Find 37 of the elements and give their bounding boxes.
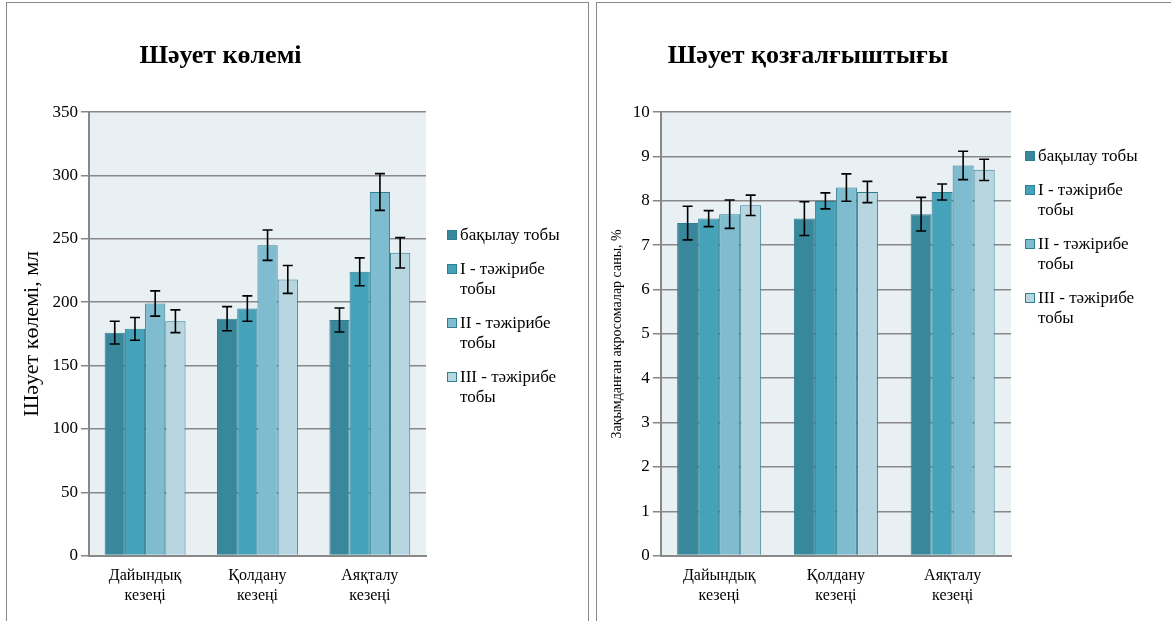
x-tick-label: Қолдану кезеңі [806, 566, 866, 604]
y-tick-label: 0 [69, 545, 78, 565]
y-tick-label: 6 [641, 279, 650, 299]
y-tick-label: 5 [641, 323, 650, 343]
x-tick-label: Дайындық кезеңі [682, 566, 756, 604]
x-tick-label: Қолдану кезеңі [228, 566, 287, 604]
chart-title: Шәует көлемі [139, 40, 302, 70]
legend-label: II - тәжірибе тобы [1038, 234, 1130, 274]
x-tick-label: Аяқталу кезеңі [924, 566, 982, 604]
legend-label: I - тәжірибе тобы [1038, 180, 1124, 220]
legend-label: бақылау тобы [1038, 146, 1138, 166]
y-axis-title: Зақымданған акросомалар саны, % [609, 228, 625, 439]
y-tick-label: 0 [641, 545, 650, 565]
y-tick-label: 3 [641, 412, 650, 432]
legend-label: III - тәжірибе тобы [1038, 288, 1136, 328]
y-tick-label: 100 [52, 418, 78, 438]
legend-label: I - тәжірибе тобы [460, 259, 546, 299]
y-tick-label: 10 [632, 101, 650, 121]
y-tick-label: 2 [641, 456, 650, 476]
y-tick-label: 350 [52, 101, 78, 121]
x-tick-label: Дайындық кезеңі [108, 566, 182, 604]
y-tick-label: 300 [52, 165, 78, 185]
y-tick-label: 4 [641, 367, 651, 387]
x-tick-label: Аяқталу кезеңі [341, 566, 399, 604]
y-tick-label: 8 [641, 190, 650, 210]
y-tick-label: 7 [641, 234, 651, 254]
legend-label: бақылау тобы [460, 225, 560, 245]
y-tick-label: 1 [641, 500, 650, 520]
y-tick-label: 200 [52, 291, 78, 311]
y-tick-label: 9 [641, 146, 650, 166]
y-tick-label: 250 [52, 228, 78, 248]
chart-title: Шәует қозғалғыштығы [667, 40, 949, 70]
legend-label: III - тәжірибе тобы [460, 367, 558, 407]
y-axis-title: Шәует көлемі, мл [17, 250, 43, 417]
y-tick-label: 50 [60, 481, 78, 501]
legend-label: II - тәжірибе тобы [460, 313, 552, 353]
y-tick-label: 150 [52, 355, 78, 375]
